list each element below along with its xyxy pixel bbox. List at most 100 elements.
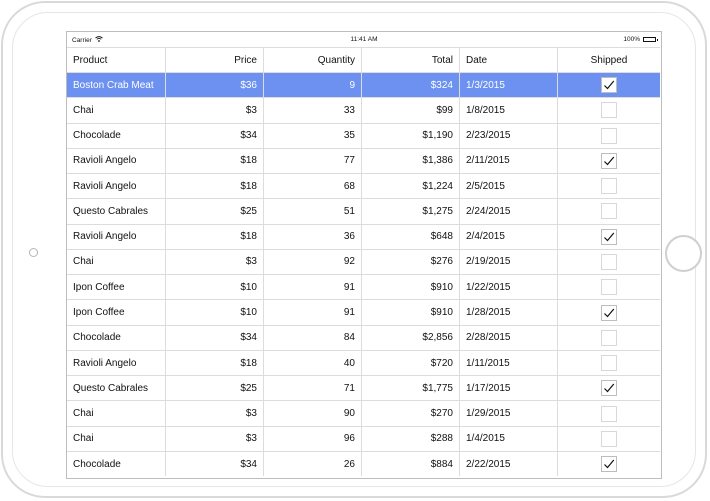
cell-total[interactable]: $884 — [362, 451, 460, 477]
shipped-checkbox[interactable] — [601, 430, 617, 447]
cell-price[interactable]: $3 — [166, 401, 264, 426]
cell-product[interactable]: Ipon Coffee — [67, 300, 166, 325]
cell-quantity[interactable]: 90 — [264, 401, 362, 426]
cell-price[interactable]: $34 — [166, 123, 264, 148]
cell-product[interactable]: Ipon Coffee — [67, 275, 166, 300]
cell-total[interactable]: $2,856 — [362, 325, 460, 350]
cell-quantity[interactable]: 33 — [264, 98, 362, 123]
shipped-checkbox[interactable] — [601, 102, 617, 119]
shipped-checkbox[interactable] — [601, 178, 617, 195]
cell-quantity[interactable]: 71 — [264, 376, 362, 401]
column-header-total[interactable]: Total — [362, 48, 460, 72]
cell-date[interactable]: 1/17/2015 — [460, 376, 558, 401]
table-row[interactable]: Ravioli Angelo $18 68 $1,224 2/5/2015 — [67, 173, 660, 199]
cell-quantity[interactable]: 96 — [264, 426, 362, 451]
cell-quantity[interactable]: 51 — [264, 199, 362, 224]
cell-product[interactable]: Boston Crab Meat — [67, 73, 166, 98]
cell-date[interactable]: 2/11/2015 — [460, 148, 558, 174]
table-row[interactable]: Ipon Coffee $10 91 $910 1/28/2015 — [67, 299, 660, 325]
cell-total[interactable]: $270 — [362, 401, 460, 426]
column-header-price[interactable]: Price — [166, 48, 264, 72]
cell-product[interactable]: Questo Cabrales — [67, 199, 166, 224]
cell-date[interactable]: 2/24/2015 — [460, 199, 558, 224]
cell-quantity[interactable]: 36 — [264, 224, 362, 249]
cell-total[interactable]: $1,386 — [362, 148, 460, 174]
shipped-checkbox[interactable] — [601, 279, 617, 296]
cell-price[interactable]: $36 — [166, 73, 264, 98]
shipped-checkbox[interactable] — [601, 355, 617, 372]
table-row[interactable]: Questo Cabrales $25 51 $1,275 2/24/2015 — [67, 198, 660, 224]
cell-date[interactable]: 2/19/2015 — [460, 249, 558, 275]
cell-product[interactable]: Questo Cabrales — [67, 376, 166, 401]
cell-total[interactable]: $1,775 — [362, 376, 460, 401]
cell-date[interactable]: 1/28/2015 — [460, 300, 558, 325]
table-row[interactable]: Chai $3 92 $276 2/19/2015 — [67, 248, 660, 275]
shipped-checkbox[interactable] — [601, 203, 617, 220]
cell-total[interactable]: $1,190 — [362, 123, 460, 148]
cell-price[interactable]: $3 — [166, 426, 264, 451]
cell-price[interactable]: $18 — [166, 224, 264, 249]
cell-product[interactable]: Chocolade — [67, 451, 166, 477]
column-header-quantity[interactable]: Quantity — [264, 48, 362, 72]
table-row[interactable]: Ravioli Angelo $18 36 $648 2/4/2015 — [67, 223, 660, 249]
column-header-product[interactable]: Product — [67, 48, 166, 72]
cell-quantity[interactable]: 91 — [264, 275, 362, 300]
cell-product[interactable]: Ravioli Angelo — [67, 148, 166, 174]
cell-total[interactable]: $276 — [362, 249, 460, 275]
home-button[interactable] — [665, 235, 702, 272]
cell-total[interactable]: $1,275 — [362, 199, 460, 224]
cell-quantity[interactable]: 84 — [264, 325, 362, 350]
cell-product[interactable]: Chai — [67, 401, 166, 426]
table-row[interactable]: Chocolade $34 84 $2,856 2/28/2015 — [67, 324, 660, 350]
shipped-checkbox[interactable] — [601, 152, 617, 169]
table-row[interactable]: Ravioli Angelo $18 40 $720 1/11/2015 — [67, 349, 660, 376]
cell-date[interactable]: 1/11/2015 — [460, 350, 558, 376]
cell-total[interactable]: $99 — [362, 98, 460, 123]
shipped-checkbox[interactable] — [601, 228, 617, 245]
cell-product[interactable]: Ravioli Angelo — [67, 174, 166, 199]
cell-price[interactable]: $3 — [166, 249, 264, 275]
shipped-checkbox[interactable] — [601, 329, 617, 346]
cell-price[interactable]: $18 — [166, 148, 264, 174]
cell-product[interactable]: Ravioli Angelo — [67, 224, 166, 249]
shipped-checkbox[interactable] — [601, 380, 617, 397]
cell-product[interactable]: Chai — [67, 249, 166, 275]
cell-price[interactable]: $10 — [166, 275, 264, 300]
shipped-checkbox[interactable] — [601, 456, 617, 473]
cell-total[interactable]: $648 — [362, 224, 460, 249]
cell-product[interactable]: Ravioli Angelo — [67, 350, 166, 376]
cell-date[interactable]: 2/5/2015 — [460, 174, 558, 199]
shipped-checkbox[interactable] — [601, 405, 617, 422]
cell-quantity[interactable]: 26 — [264, 451, 362, 477]
cell-quantity[interactable]: 40 — [264, 350, 362, 376]
cell-total[interactable]: $1,224 — [362, 174, 460, 199]
cell-quantity[interactable]: 92 — [264, 249, 362, 275]
cell-product[interactable]: Chocolade — [67, 325, 166, 350]
cell-quantity[interactable]: 68 — [264, 174, 362, 199]
cell-date[interactable]: 2/23/2015 — [460, 123, 558, 148]
shipped-checkbox[interactable] — [601, 304, 617, 321]
cell-price[interactable]: $34 — [166, 451, 264, 477]
cell-price[interactable]: $25 — [166, 199, 264, 224]
cell-quantity[interactable]: 35 — [264, 123, 362, 148]
cell-product[interactable]: Chai — [67, 426, 166, 451]
cell-total[interactable]: $910 — [362, 275, 460, 300]
cell-total[interactable]: $324 — [362, 73, 460, 98]
cell-quantity[interactable]: 91 — [264, 300, 362, 325]
shipped-checkbox[interactable] — [601, 127, 617, 144]
shipped-checkbox[interactable] — [601, 253, 617, 270]
cell-total[interactable]: $910 — [362, 300, 460, 325]
column-header-date[interactable]: Date — [460, 48, 558, 72]
cell-date[interactable]: 1/8/2015 — [460, 98, 558, 123]
table-row[interactable]: Chai $3 96 $288 1/4/2015 — [67, 425, 660, 451]
table-row[interactable]: Chai $3 90 $270 1/29/2015 — [67, 400, 660, 426]
cell-date[interactable]: 2/4/2015 — [460, 224, 558, 249]
cell-date[interactable]: 1/22/2015 — [460, 275, 558, 300]
data-grid[interactable]: Product Price Quantity Total Date Shippe… — [67, 47, 660, 477]
cell-price[interactable]: $18 — [166, 174, 264, 199]
cell-date[interactable]: 1/29/2015 — [460, 401, 558, 426]
cell-date[interactable]: 2/28/2015 — [460, 325, 558, 350]
cell-product[interactable]: Chocolade — [67, 123, 166, 148]
cell-price[interactable]: $25 — [166, 376, 264, 401]
cell-total[interactable]: $288 — [362, 426, 460, 451]
